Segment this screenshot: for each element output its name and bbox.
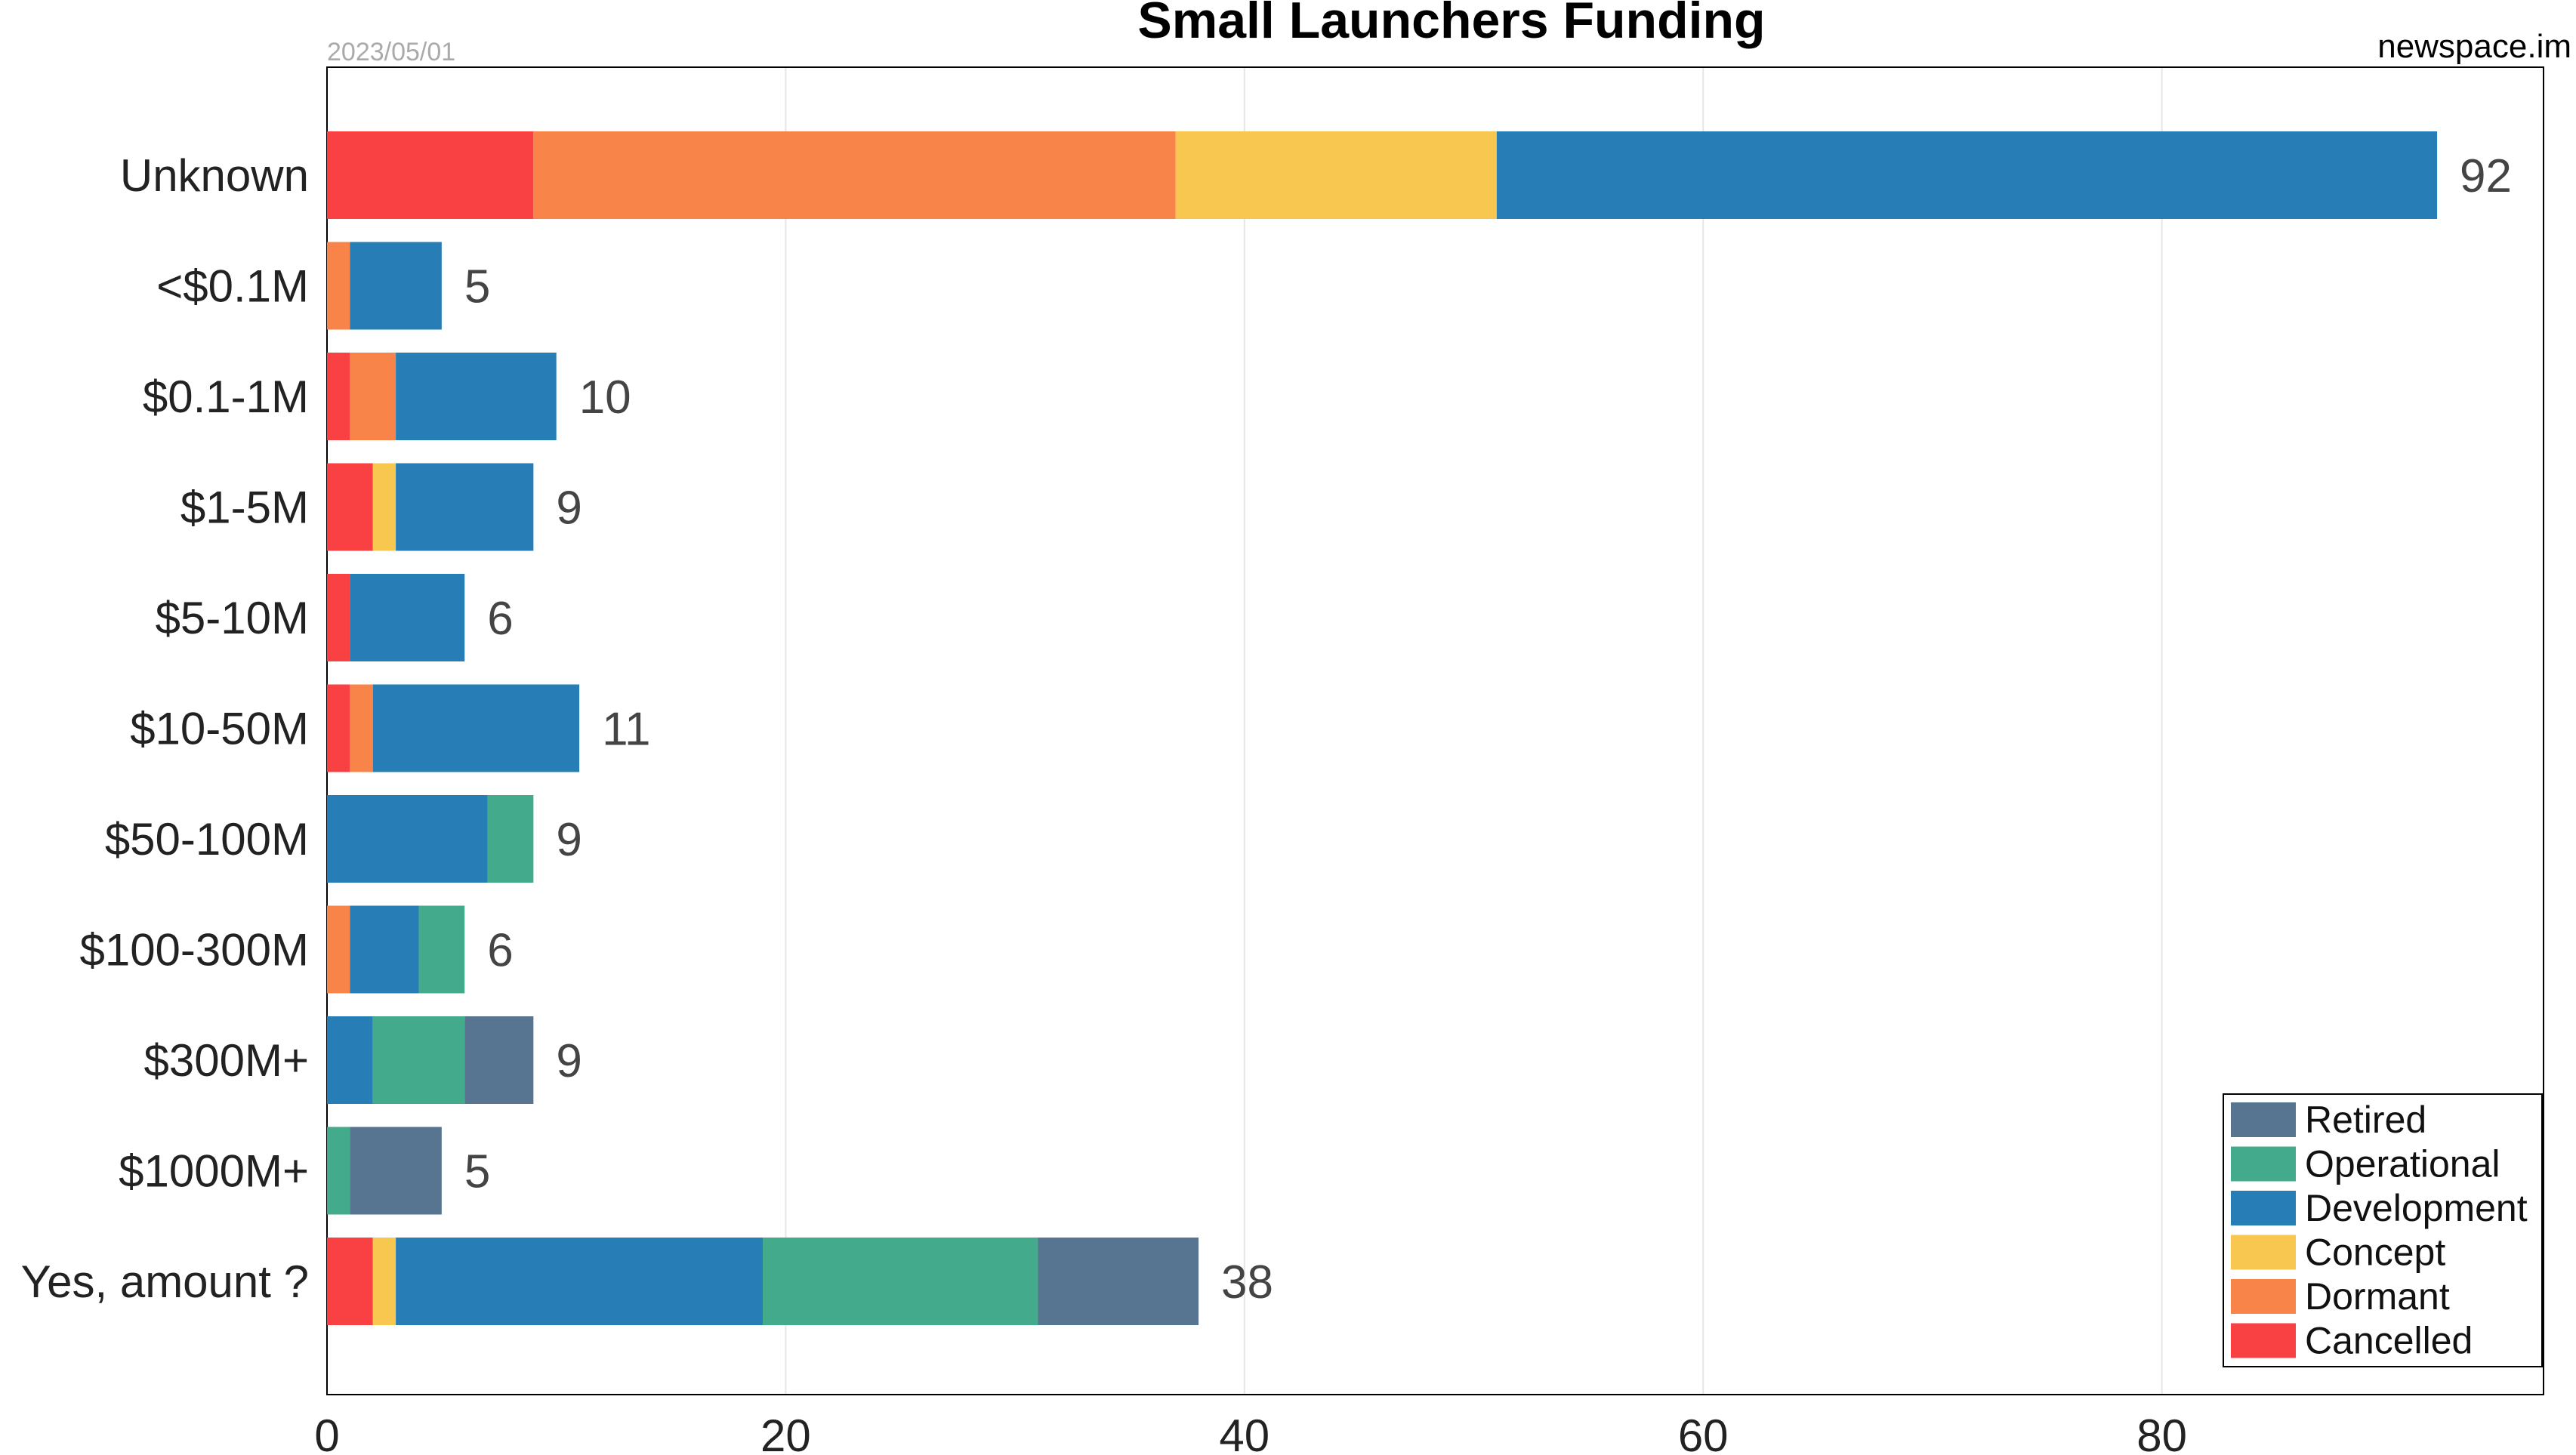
legend-label: Dormant (2305, 1275, 2450, 1318)
bar-segment-dormant (533, 131, 1176, 219)
bar-segment-development (396, 463, 534, 551)
total-label: 92 (2460, 150, 2512, 202)
gridlines (785, 67, 2163, 1395)
category-label: Unknown (120, 150, 309, 201)
legend-swatch-retired (2231, 1102, 2296, 1137)
bar-segment-operational (418, 905, 465, 994)
bar-segment-retired (1038, 1238, 1199, 1325)
bar-segment-cancelled (327, 574, 350, 661)
bar-segment-cancelled (327, 463, 373, 551)
total-label: 9 (556, 482, 582, 535)
bar-segment-cancelled (327, 1238, 373, 1325)
legend-swatch-dormant (2231, 1279, 2296, 1314)
legend: RetiredOperationalDevelopmentConceptDorm… (2223, 1093, 2543, 1367)
legend-label: Operational (2305, 1143, 2500, 1185)
x-tick-label: 60 (1678, 1410, 1729, 1455)
total-label: 6 (487, 925, 513, 977)
legend-label: Development (2305, 1187, 2528, 1229)
bar-segment-cancelled (327, 684, 350, 772)
bar-segment-concept (1175, 131, 1497, 219)
bar-segment-concept (372, 1238, 396, 1325)
bar-segment-development (396, 1238, 764, 1325)
legend-label: Concept (2305, 1232, 2445, 1274)
legend-swatch-cancelled (2231, 1323, 2296, 1358)
category-label: $50-100M (105, 814, 309, 865)
bar-segment-development (327, 1016, 373, 1104)
bar-segment-development (327, 795, 488, 883)
plot-frame (326, 66, 2544, 1395)
chart-source: newspace.im (2377, 28, 2571, 65)
bar-segment-dormant (327, 905, 350, 994)
legend-label: Retired (2305, 1099, 2426, 1141)
chart-date: 2023/05/01 (327, 38, 455, 66)
total-label: 5 (464, 1146, 490, 1198)
category-label: $300M+ (144, 1035, 310, 1086)
bar-segment-development (350, 574, 465, 661)
total-label: 38 (1221, 1256, 1273, 1309)
category-label: $10-50M (130, 704, 309, 754)
category-label: $0.1-1M (143, 371, 309, 422)
legend-swatch-operational (2231, 1146, 2296, 1182)
legend-box (2223, 1093, 2543, 1367)
category-label: $100-300M (79, 925, 309, 976)
bar-segment-development (396, 353, 557, 440)
legend-swatch-concept (2231, 1235, 2296, 1270)
bar-segment-dormant (350, 353, 396, 440)
bar-segment-dormant (350, 684, 373, 772)
bar-segment-development (1496, 131, 2438, 219)
bar-segment-development (350, 242, 442, 330)
bar-segment-concept (372, 463, 396, 551)
category-label: Yes, amount ? (21, 1256, 309, 1307)
total-label: 11 (602, 704, 650, 756)
legend-label: Cancelled (2305, 1320, 2473, 1362)
bar-segment-operational (327, 1127, 350, 1215)
category-label: $1000M+ (119, 1146, 309, 1197)
category-labels: Unknown <$0.1M $0.1-1M $1-5M $5-10M $10-50M $5… (21, 150, 309, 1307)
bar-segment-operational (487, 795, 534, 883)
category-label: <$0.1M (156, 261, 309, 312)
total-label: 5 (464, 261, 490, 313)
category-label: $5-10M (156, 593, 309, 643)
chart-title: Small Launchers Funding (1137, 0, 1765, 49)
total-label: 10 (579, 371, 631, 424)
category-label: $1-5M (180, 482, 309, 533)
x-tick-label: 0 (314, 1410, 339, 1455)
bar-segment-cancelled (327, 353, 350, 440)
bars (327, 131, 2438, 1325)
legend-swatch-development (2231, 1191, 2296, 1225)
bar-segment-operational (372, 1016, 465, 1104)
total-labels: 92 5 10 9 6 11 9 6 9 5 38 (464, 150, 2512, 1309)
x-tick-labels: 0 20 40 60 80 (314, 1410, 2187, 1455)
x-tick-label: 80 (2136, 1410, 2187, 1455)
bar-segment-development (372, 684, 580, 772)
bar-segment-operational (763, 1238, 1038, 1325)
bar-segment-development (350, 905, 419, 994)
total-label: 9 (556, 1035, 582, 1087)
bar-segment-cancelled (327, 131, 534, 219)
bar-segment-retired (464, 1016, 534, 1104)
x-tick-label: 20 (760, 1410, 811, 1455)
x-tick-label: 40 (1219, 1410, 1269, 1455)
total-label: 9 (556, 814, 582, 866)
bar-segment-retired (350, 1127, 442, 1215)
total-label: 6 (487, 593, 513, 645)
bar-segment-dormant (327, 242, 350, 330)
